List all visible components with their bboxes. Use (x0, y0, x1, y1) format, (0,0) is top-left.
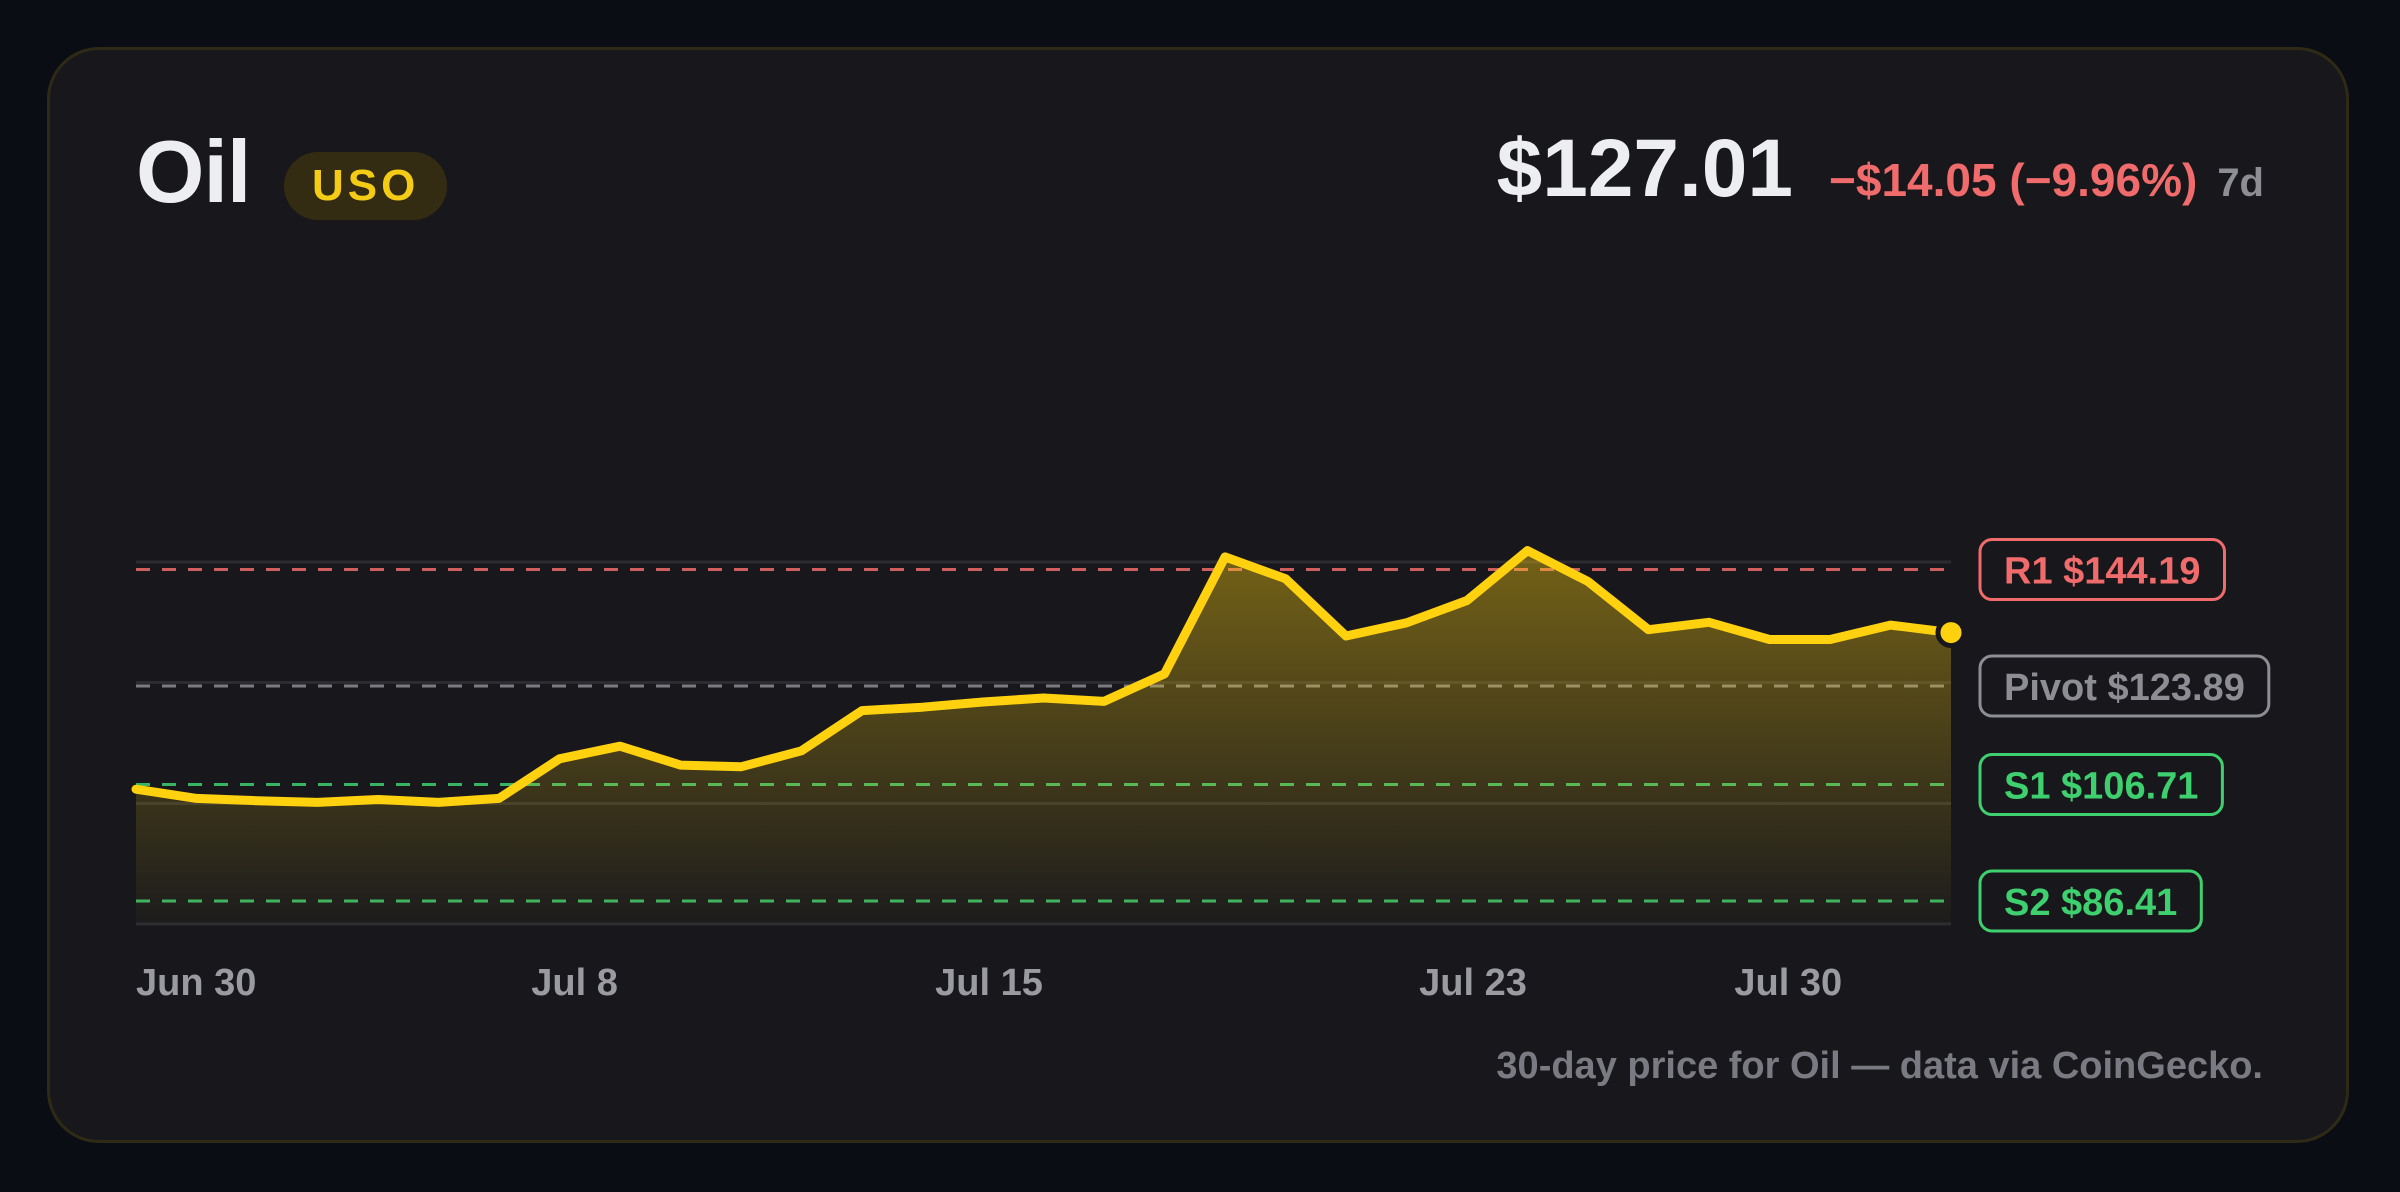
data-point (1281, 574, 1290, 583)
level-label-text: Pivot $123.89 (2004, 667, 2245, 709)
level-label-support: S2 $86.41 (1978, 869, 2203, 933)
x-tick-label: Jul 15 (935, 962, 1043, 1004)
data-source-note: 30-day price for Oil — data via CoinGeck… (1496, 1045, 2263, 1087)
data-point (1221, 552, 1230, 561)
data-point (192, 794, 201, 803)
level-label-pivot: Pivot $123.89 (1978, 654, 2271, 718)
data-point (918, 703, 927, 712)
level-label-resistance: R1 $144.19 (1978, 538, 2226, 602)
price-line (131, 546, 1956, 807)
current-price: $127.01 (1496, 123, 1794, 214)
data-point (1705, 618, 1714, 627)
data-point (1100, 697, 1109, 706)
asset-name: Oil (136, 122, 251, 221)
level-label-box (1978, 538, 2226, 602)
data-point (1039, 694, 1048, 703)
price-change: −$14.05 (−9.96%) (1829, 154, 2198, 206)
data-point (1644, 625, 1653, 634)
data-point (1342, 632, 1351, 641)
price-area (136, 550, 1951, 924)
data-point (1886, 621, 1895, 630)
level-label-box (1978, 753, 2224, 817)
level-label-text: R1 $144.19 (2004, 551, 2201, 593)
data-point (1402, 618, 1411, 627)
data-point (434, 798, 443, 807)
level-label-text: S1 $106.71 (2004, 766, 2198, 808)
data-point (737, 762, 746, 771)
data-point (616, 742, 625, 751)
price-summary: $127.01 −$14.05 (−9.96%) 7d (1497, 120, 2264, 218)
ticker-badge: USO (284, 152, 448, 220)
level-label-box (1978, 869, 2203, 933)
x-axis-ticks: Jun 30 Jul 8 Jul 15 Jul 23 Jul 30 (136, 962, 1842, 1004)
data-point (495, 794, 504, 803)
data-point (797, 746, 806, 755)
level-label-box (1978, 654, 2271, 718)
data-point (1463, 596, 1472, 605)
data-point (253, 796, 262, 805)
change-period: 7d (2217, 161, 2264, 205)
last-price-marker (1935, 617, 1967, 649)
data-point (1826, 635, 1835, 644)
x-tick-label: Jul 23 (1419, 962, 1527, 1004)
x-tick-label: Jul 8 (531, 962, 618, 1004)
data-point (313, 798, 322, 807)
data-point (374, 795, 383, 804)
data-point (132, 785, 141, 794)
level-label-support: S1 $106.71 (1978, 753, 2224, 817)
data-point (555, 754, 564, 763)
data-point (979, 698, 988, 707)
data-point (1584, 577, 1593, 586)
level-label-text: S2 $86.41 (2004, 882, 2177, 924)
data-point (1523, 546, 1532, 555)
card-header: Oil USO $127.01 −$14.05 (−9.96%) 7d (136, 120, 2264, 230)
data-point (1160, 669, 1169, 678)
price-card (47, 47, 2349, 1143)
x-tick-label: Jun 30 (136, 962, 256, 1004)
data-point (676, 761, 685, 770)
level-labels: R1 $144.19 Pivot $123.89 S1 $106.71 S2 $86.… (1978, 538, 2271, 933)
x-tick-label: Jul 30 (1734, 962, 1842, 1004)
data-point (1765, 635, 1774, 644)
data-point (858, 706, 867, 715)
